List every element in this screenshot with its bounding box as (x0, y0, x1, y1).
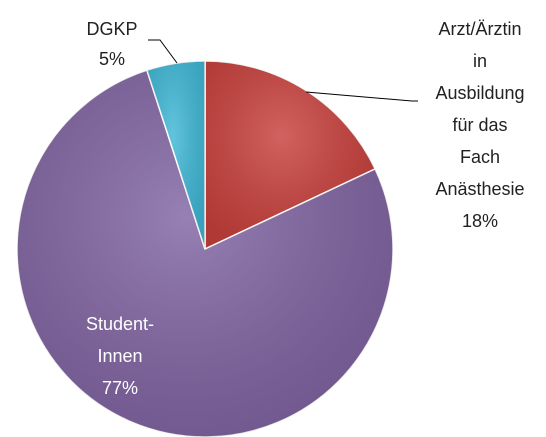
slice-label: Arzt/Ärztin in Ausbildung für das Fach Anästh… (435, 19, 524, 199)
value-label: 18% (462, 211, 498, 231)
slice-label: Student-Innen (86, 314, 154, 366)
leader-line (305, 91, 418, 102)
leader-line (148, 39, 178, 64)
value-label: 77% (102, 378, 138, 398)
value-label: 5% (99, 49, 125, 69)
pie (16, 60, 394, 437)
slice-label: DGKP (86, 19, 137, 39)
